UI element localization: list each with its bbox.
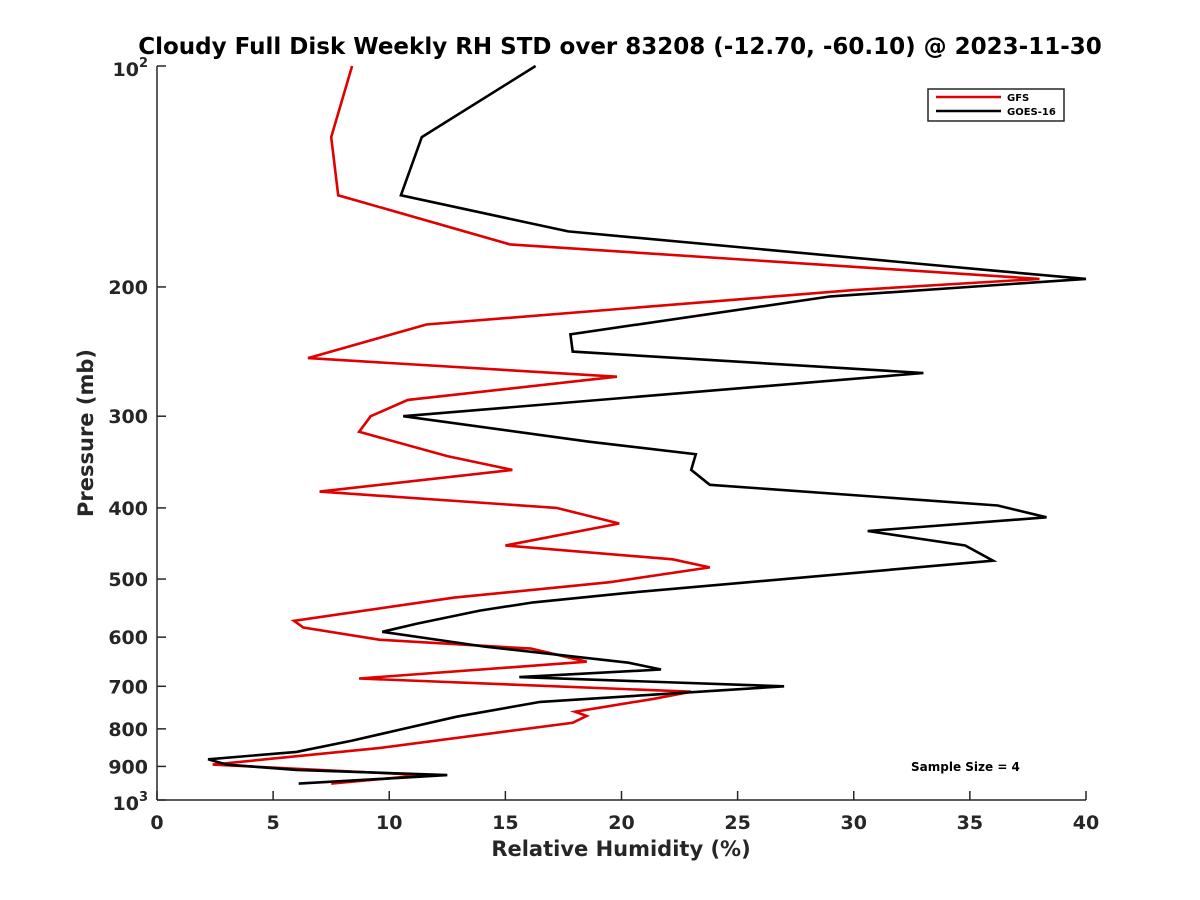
y-tick-label: 500 — [108, 569, 148, 591]
y-tick-label: 700 — [108, 676, 148, 698]
legend-label-gfs: GFS — [1007, 93, 1029, 104]
series-line-goes-16 — [207, 64, 1087, 785]
series-line-gfs — [212, 65, 1040, 785]
y-tick-label: 400 — [108, 498, 148, 520]
chart-title: Cloudy Full Disk Weekly RH STD over 8320… — [138, 34, 1102, 60]
x-tick-label: 40 — [1073, 812, 1099, 834]
y-tick-label: 300 — [108, 406, 148, 428]
x-tick-label: 20 — [608, 812, 634, 834]
y-tick-label: 102 — [113, 56, 149, 81]
x-tick-label: 30 — [841, 812, 867, 834]
legend: GFS GOES-16 — [927, 88, 1065, 122]
legend-box — [927, 88, 1065, 122]
x-tick-label: 5 — [267, 812, 280, 834]
series-lines — [207, 64, 1087, 785]
x-axis-label: Relative Humidity (%) — [491, 837, 750, 861]
x-tick-label: 35 — [957, 812, 983, 834]
x-ticks: 0 5 10 15 20 25 30 35 40 — [150, 791, 1099, 834]
y-tick-label: 900 — [108, 756, 148, 778]
y-ticks: 102 200 300 400 500 600 700 800 900 103 — [108, 56, 166, 815]
x-tick-label: 15 — [492, 812, 518, 834]
y-tick-label: 600 — [108, 627, 148, 649]
y-tick-label: 200 — [108, 277, 148, 299]
x-tick-label: 25 — [724, 812, 750, 834]
y-axis-label: Pressure (mb) — [74, 349, 98, 517]
y-tick-label: 800 — [108, 719, 148, 741]
sample-size-annotation: Sample Size = 4 — [911, 760, 1020, 774]
y-tick-label: 103 — [113, 790, 149, 815]
x-tick-label: 0 — [150, 812, 163, 834]
legend-label-goes-16: GOES-16 — [1007, 107, 1056, 118]
x-tick-label: 10 — [376, 812, 402, 834]
